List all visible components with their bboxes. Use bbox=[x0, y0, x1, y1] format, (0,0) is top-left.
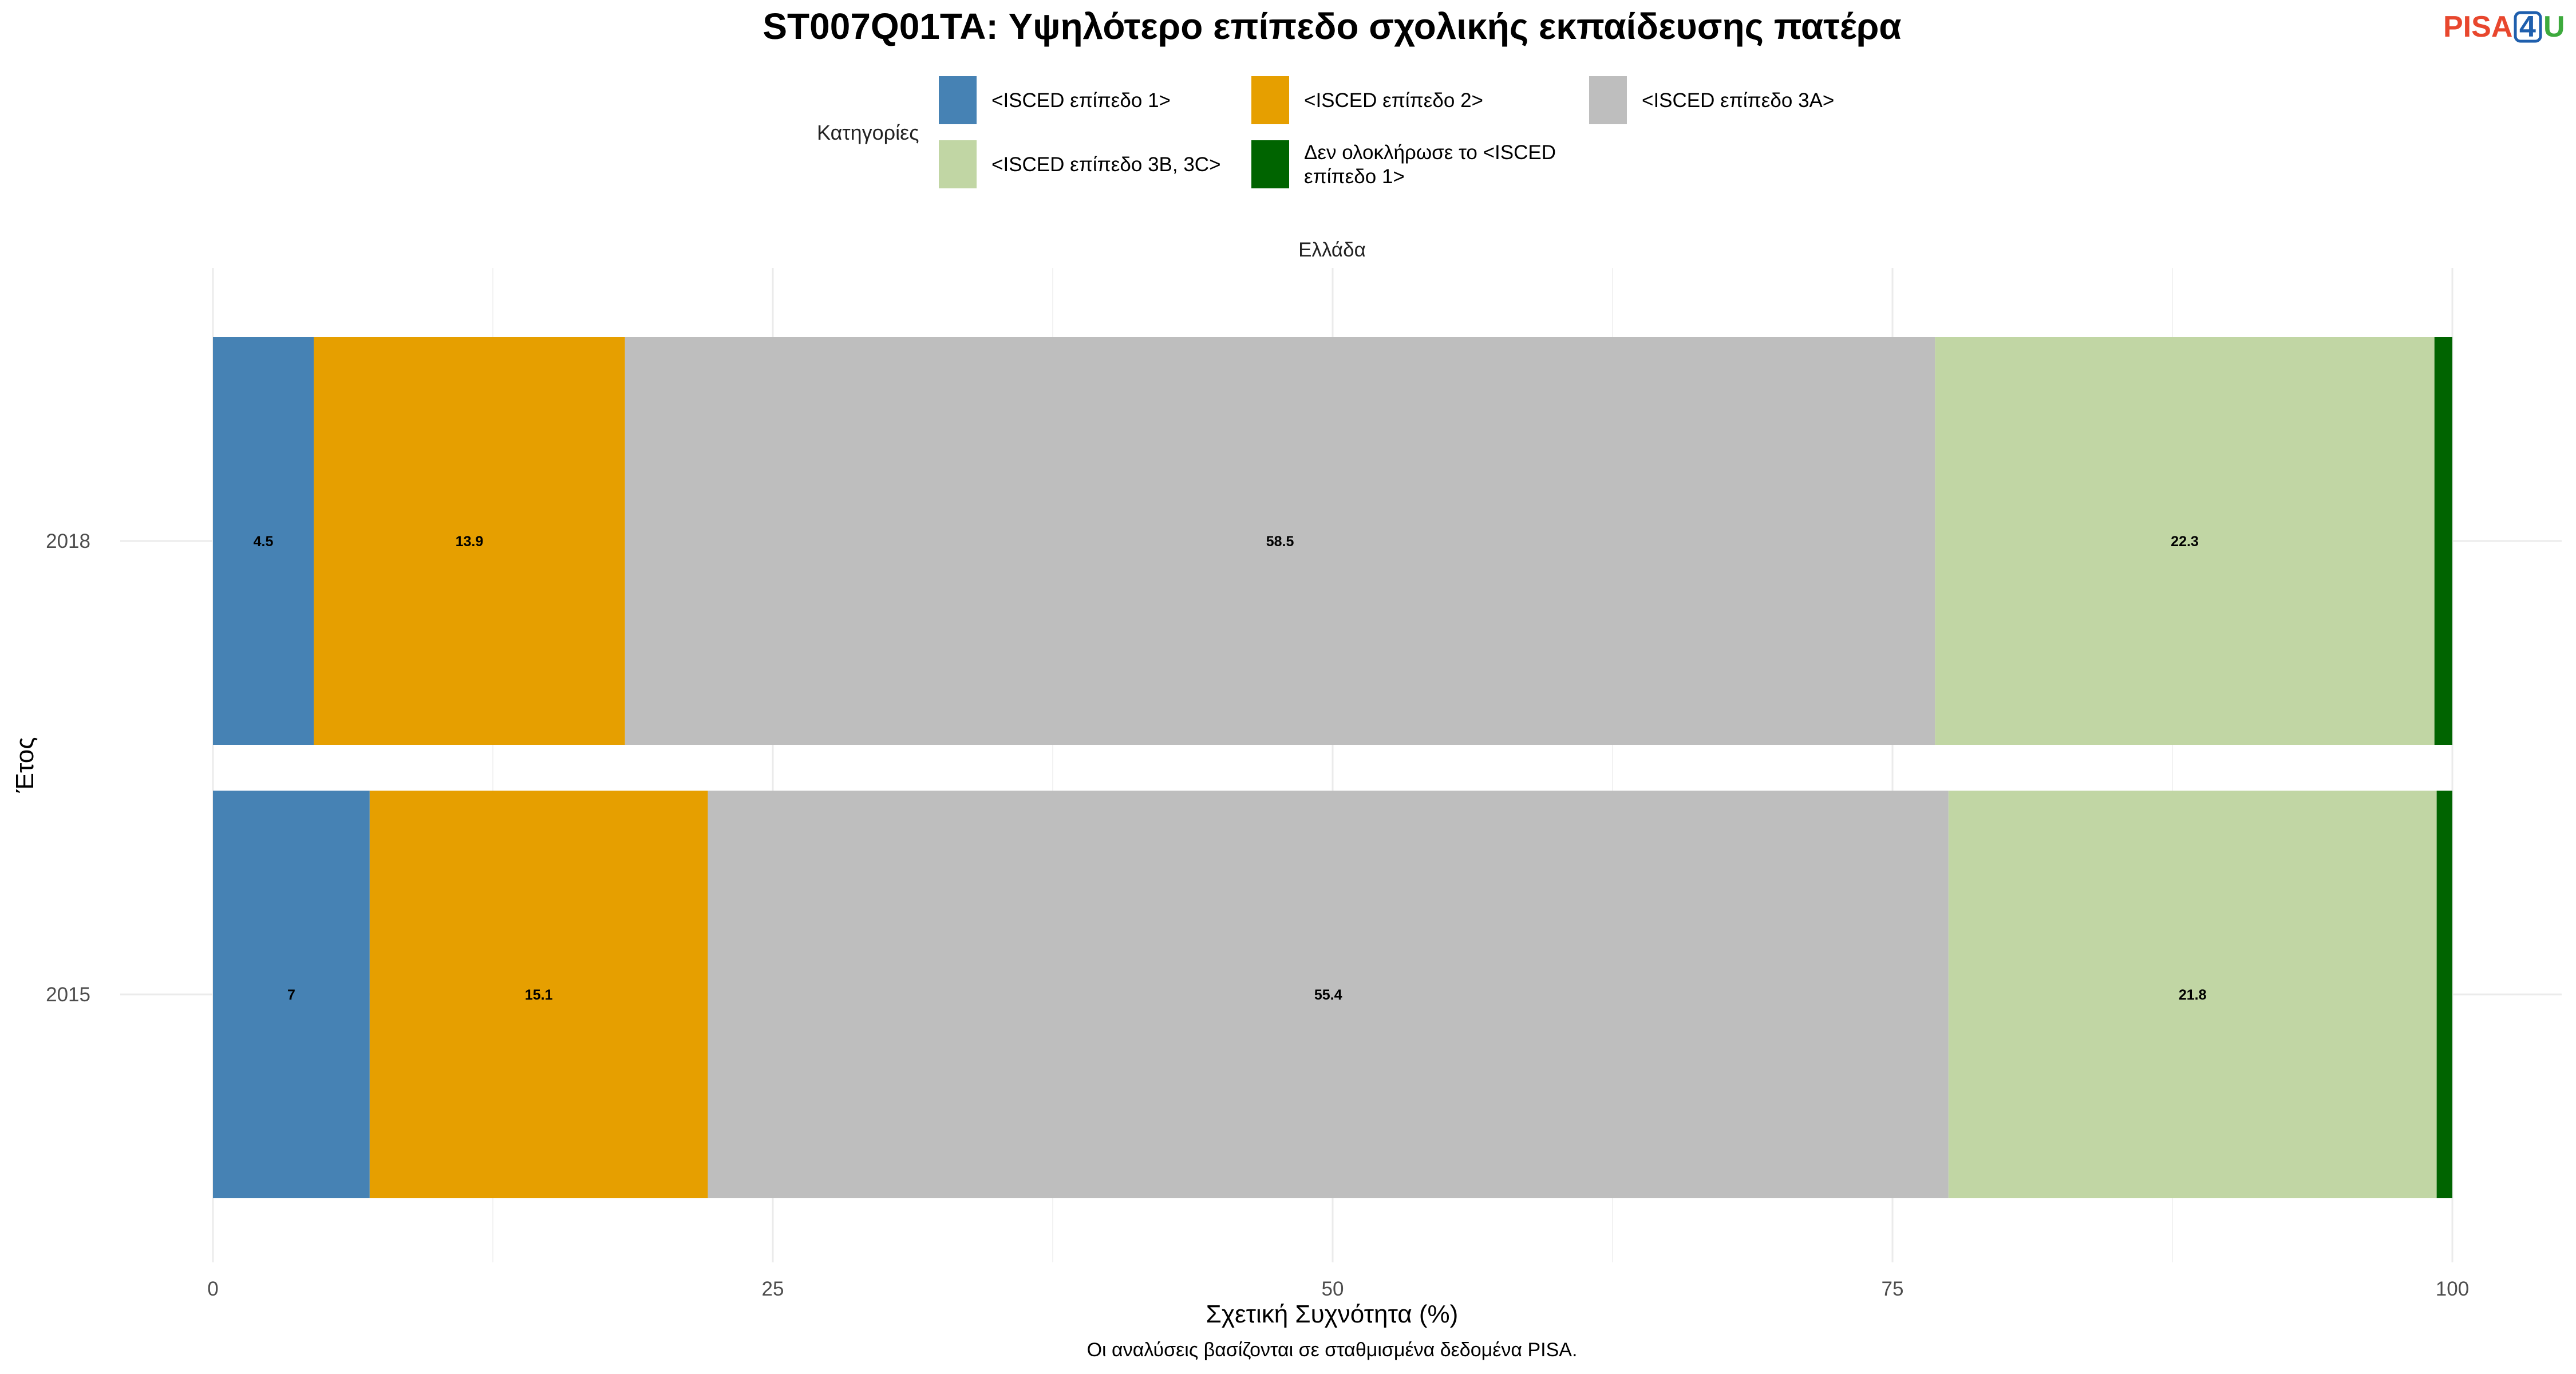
bar-segment bbox=[314, 337, 625, 745]
bar-segment bbox=[2436, 791, 2452, 1198]
pisa4u-logo: PISA 4 U bbox=[2443, 10, 2565, 44]
legend: Κατηγορίες <ISCED επίπεδο 1> <ISCED επίπε… bbox=[817, 76, 1834, 188]
logo-text-u: U bbox=[2543, 10, 2565, 44]
bar-segment bbox=[213, 791, 370, 1198]
bar-segment bbox=[369, 791, 708, 1198]
bar-segment bbox=[1948, 791, 2437, 1198]
y-axis-title: Έτος bbox=[11, 737, 39, 793]
logo-text-pisa: PISA bbox=[2443, 10, 2512, 44]
bar-labels: 4.5 13.9 58.5 22.3 7 15.1 55.4 21.8 bbox=[254, 534, 2207, 1003]
legend-label: Δεν ολοκλήρωσε το <ISCED επίπεδο 1> bbox=[1304, 141, 1556, 188]
bar-value-label: 21.8 bbox=[2179, 987, 2207, 1003]
legend-key bbox=[939, 140, 977, 188]
legend-key bbox=[939, 76, 977, 124]
logo-text-4: 4 bbox=[2519, 10, 2536, 44]
bar-value-label: 13.9 bbox=[456, 534, 484, 550]
bar-value-label: 15.1 bbox=[525, 987, 553, 1003]
x-tick-label: 25 bbox=[762, 1278, 784, 1300]
legend-title: Κατηγορίες bbox=[817, 121, 919, 144]
x-tick-label: 75 bbox=[1882, 1278, 1904, 1300]
legend-key bbox=[1251, 76, 1289, 124]
bar-value-label: 7 bbox=[287, 987, 295, 1003]
y-axis-ticks: 2018 2015 bbox=[46, 530, 90, 1006]
bar-segment bbox=[1935, 337, 2435, 745]
bar-segment bbox=[213, 337, 314, 745]
chart-title: ST007Q01TA: Υψηλότερο επίπεδο σχολικής ε… bbox=[762, 6, 1901, 47]
bar-segment bbox=[708, 791, 1949, 1198]
y-tick-label: 2015 bbox=[46, 984, 90, 1006]
legend-label: <ISCED επίπεδο 3A> bbox=[1642, 89, 1834, 112]
bars bbox=[213, 337, 2452, 1198]
bar-value-label: 55.4 bbox=[1314, 987, 1342, 1003]
x-tick-label: 0 bbox=[207, 1278, 218, 1300]
legend-key bbox=[1589, 76, 1627, 124]
x-tick-label: 100 bbox=[2436, 1278, 2469, 1300]
bar-value-label: 58.5 bbox=[1266, 534, 1294, 550]
y-tick-label: 2018 bbox=[46, 530, 90, 552]
legend-label: <ISCED επίπεδο 1> bbox=[991, 89, 1171, 112]
caption: Οι αναλύσεις βασίζονται σε σταθμισμένα δ… bbox=[1087, 1339, 1578, 1361]
legend-label: <ISCED επίπεδο 3B, 3C> bbox=[991, 153, 1221, 176]
bar-value-label: 22.3 bbox=[2171, 534, 2199, 550]
x-tick-label: 50 bbox=[1322, 1278, 1344, 1300]
bar-value-label: 4.5 bbox=[254, 534, 274, 550]
legend-label: <ISCED επίπεδο 2> bbox=[1304, 89, 1483, 112]
logo-box-icon bbox=[2514, 11, 2542, 43]
legend-key bbox=[1251, 140, 1289, 188]
facet-label: Ελλάδα bbox=[1298, 239, 1366, 261]
bar-segment bbox=[2434, 337, 2452, 745]
svg-text:PISA: PISA bbox=[2443, 10, 2512, 44]
bar-segment bbox=[625, 337, 1935, 745]
x-axis-title: Σχετική Συχνότητα (%) bbox=[1206, 1300, 1459, 1328]
x-axis-ticks: 0 25 50 75 100 bbox=[207, 1278, 2469, 1300]
